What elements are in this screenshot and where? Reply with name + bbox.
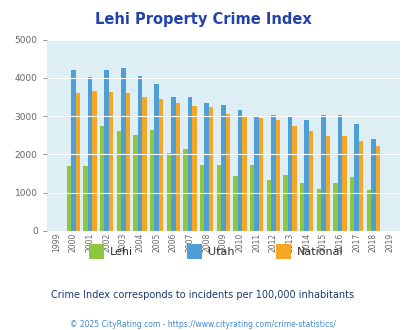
Bar xyxy=(225,114,230,231)
Bar xyxy=(370,139,375,231)
Bar xyxy=(92,91,96,231)
Bar xyxy=(287,117,292,231)
Bar xyxy=(158,99,163,231)
Bar xyxy=(325,136,329,231)
Bar xyxy=(271,115,275,231)
Bar xyxy=(266,181,271,231)
Bar xyxy=(171,97,175,231)
Bar xyxy=(75,93,80,231)
Text: Crime Index corresponds to incidents per 100,000 inhabitants: Crime Index corresponds to incidents per… xyxy=(51,290,354,300)
Bar xyxy=(249,165,254,231)
Bar xyxy=(216,165,220,231)
Bar xyxy=(87,77,92,231)
Bar xyxy=(121,68,125,231)
Bar xyxy=(304,120,308,231)
Bar xyxy=(66,166,71,231)
Text: © 2025 CityRating.com - https://www.cityrating.com/crime-statistics/: © 2025 CityRating.com - https://www.city… xyxy=(70,320,335,329)
Bar xyxy=(275,119,279,231)
Text: National: National xyxy=(296,247,343,257)
Bar xyxy=(209,107,213,231)
Bar xyxy=(83,166,87,231)
Bar xyxy=(354,124,358,231)
Bar xyxy=(142,97,146,231)
Bar xyxy=(308,131,313,231)
Bar xyxy=(220,105,225,231)
Bar xyxy=(175,103,180,231)
Text: Lehi Property Crime Index: Lehi Property Crime Index xyxy=(94,12,311,26)
Bar xyxy=(366,190,370,231)
Bar xyxy=(166,152,171,231)
Text: Lehi: Lehi xyxy=(110,247,133,257)
Bar xyxy=(192,106,196,231)
Text: Utah: Utah xyxy=(207,247,234,257)
Bar xyxy=(116,131,121,231)
Bar xyxy=(283,175,287,231)
Bar xyxy=(104,70,109,231)
Bar xyxy=(320,115,325,231)
Bar xyxy=(254,117,258,231)
Bar xyxy=(183,149,187,231)
Bar xyxy=(199,165,204,231)
Bar xyxy=(337,115,341,231)
Bar xyxy=(232,176,237,231)
Bar xyxy=(299,183,304,231)
Bar xyxy=(333,183,337,231)
Bar xyxy=(237,110,242,231)
Bar xyxy=(358,141,362,231)
Bar xyxy=(349,177,354,231)
Bar xyxy=(109,92,113,231)
Bar xyxy=(154,83,158,231)
Bar xyxy=(292,126,296,231)
Bar xyxy=(204,103,209,231)
Bar xyxy=(100,126,104,231)
Bar xyxy=(375,147,379,231)
Bar xyxy=(133,135,137,231)
Bar xyxy=(125,93,130,231)
Bar xyxy=(341,136,346,231)
Bar xyxy=(137,76,142,231)
Bar xyxy=(242,117,246,231)
Bar xyxy=(71,70,75,231)
Bar xyxy=(258,118,263,231)
Bar xyxy=(149,130,154,231)
Bar xyxy=(187,97,192,231)
Bar xyxy=(316,189,320,231)
